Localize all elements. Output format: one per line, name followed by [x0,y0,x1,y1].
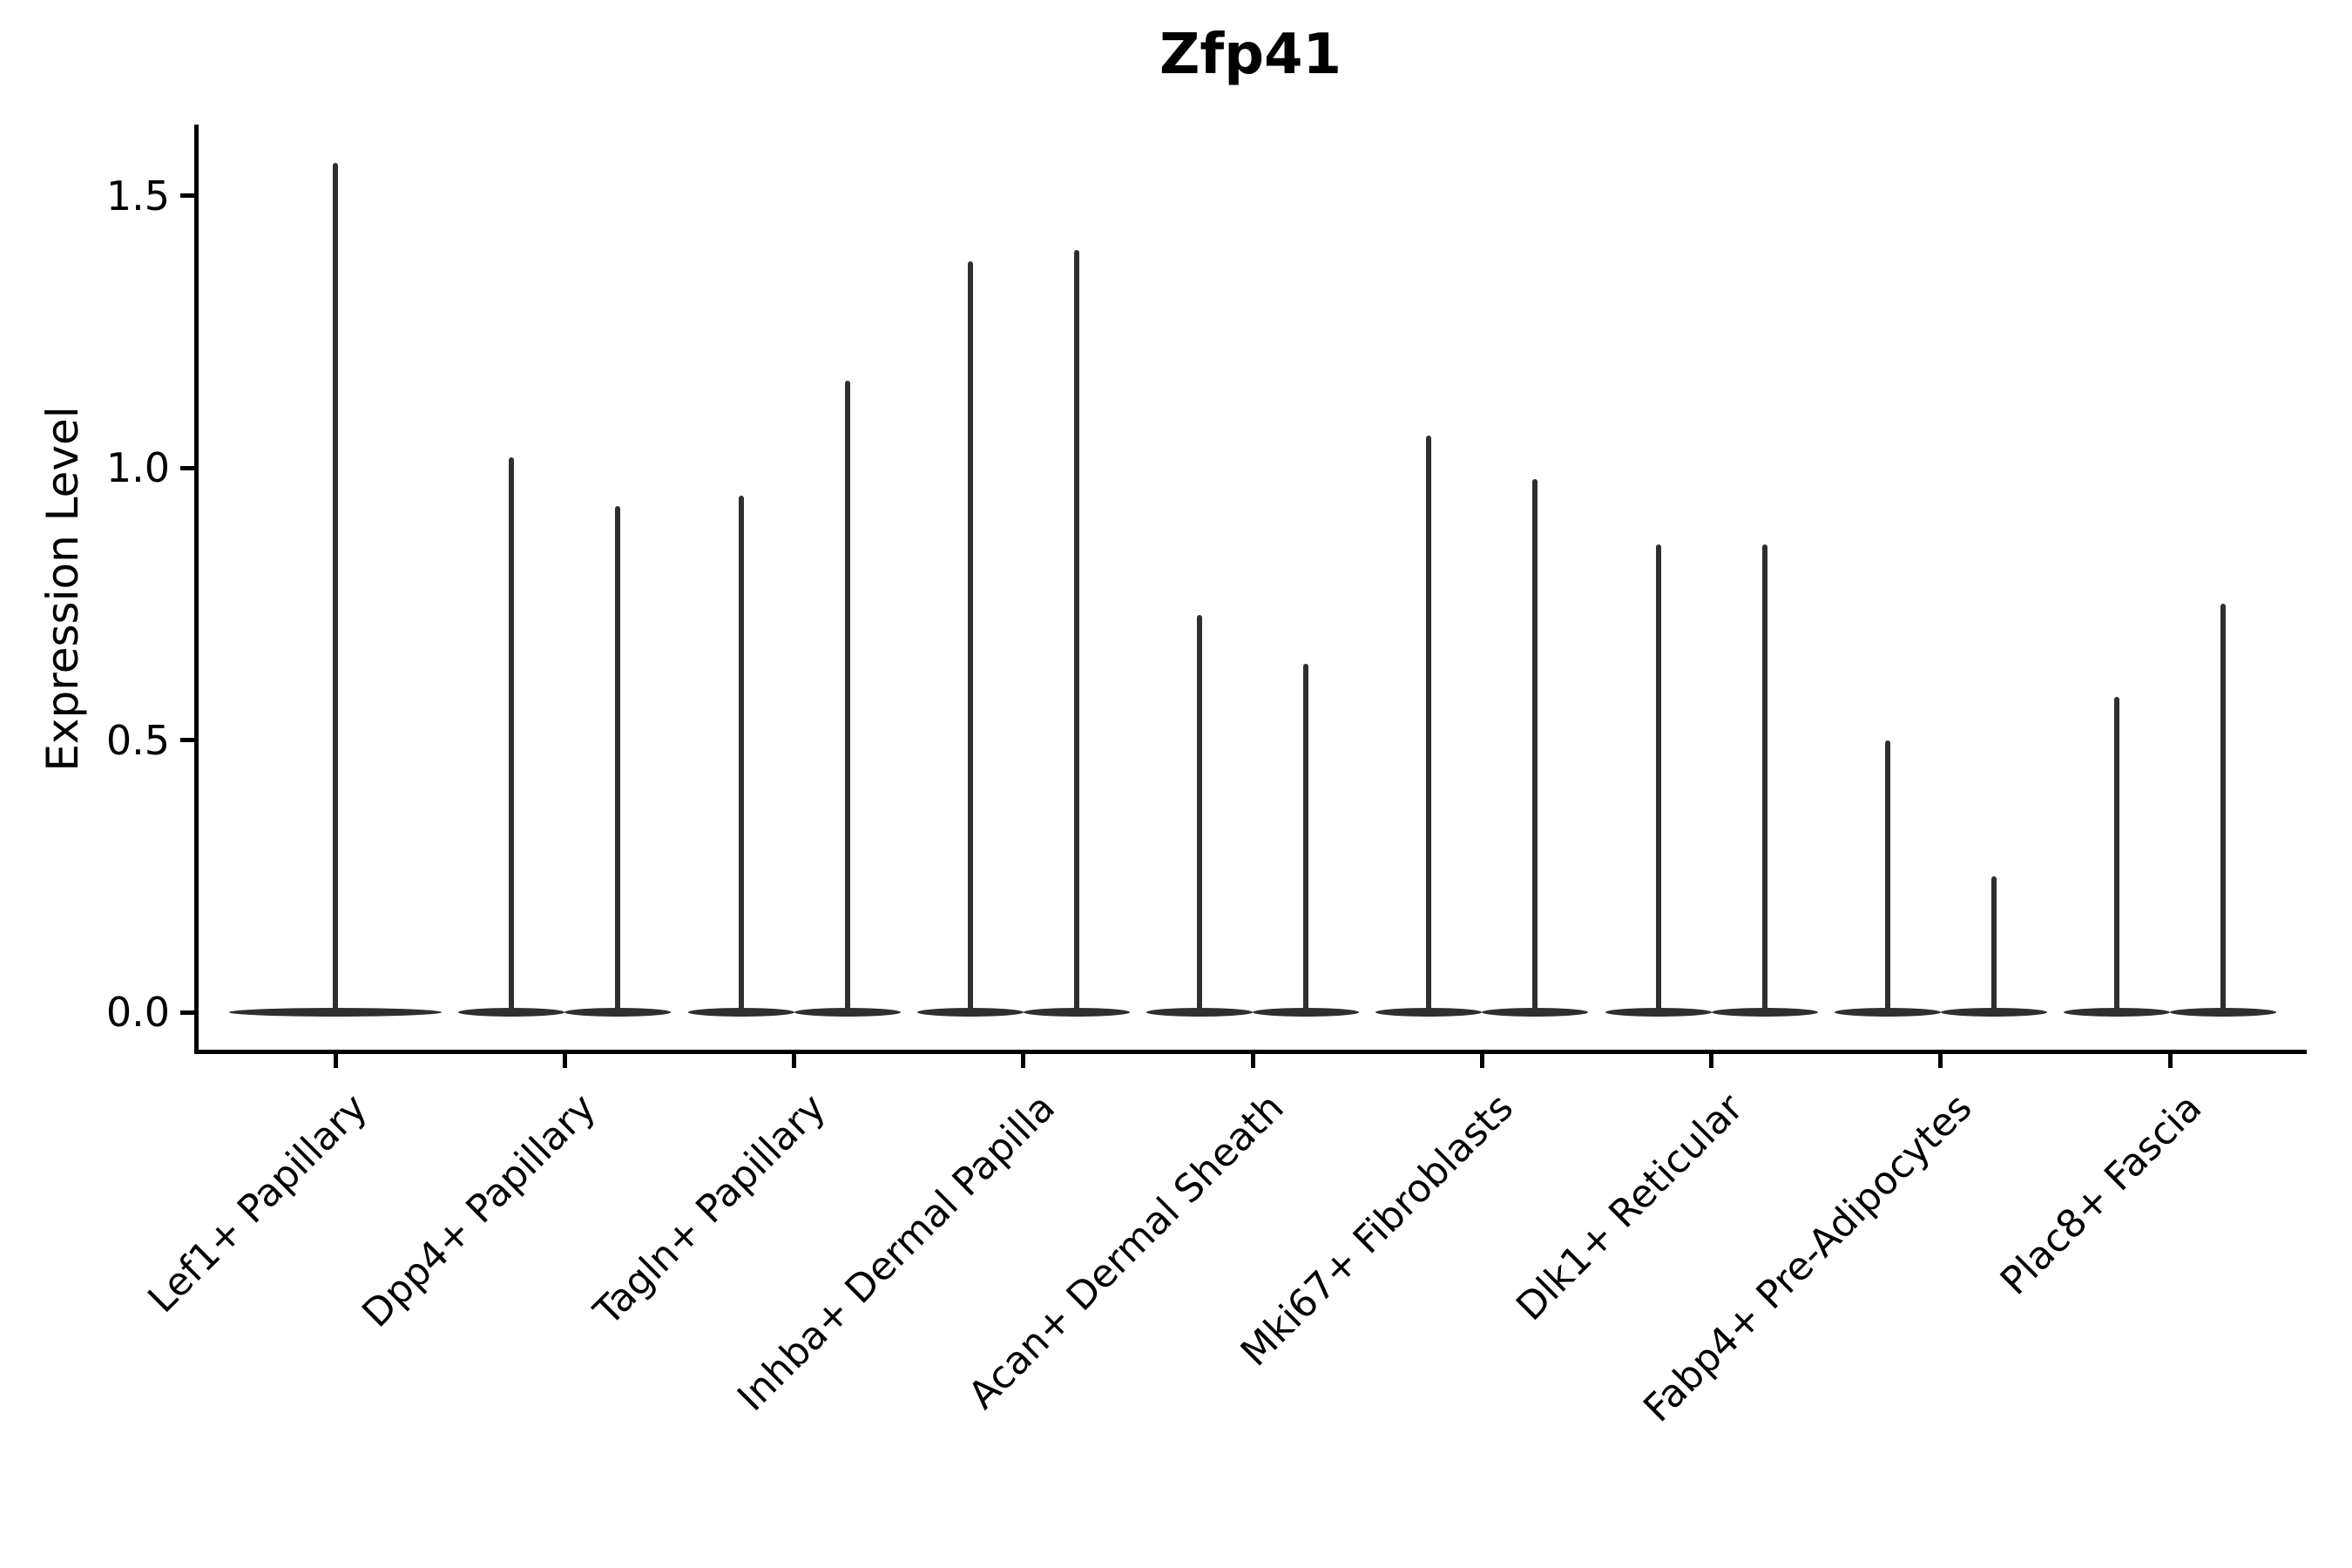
violin-base [1023,1008,1130,1017]
y-tick-label: 1.5 [105,172,170,220]
violin-needle [1655,544,1661,1012]
violin-base [564,1008,672,1017]
violin-base [2064,1008,2170,1017]
x-tick-mark [1479,1054,1484,1068]
violin-needle [1426,435,1432,1012]
violin-base [1834,1008,1941,1017]
violin-base [916,1008,1024,1017]
y-tick-label: 0.5 [105,716,170,764]
violin-base [1253,1008,1359,1017]
x-tick-mark [333,1054,338,1068]
violin-needle [1761,544,1767,1012]
violin-base [1605,1008,1712,1017]
violin-needle [844,381,850,1012]
violin-base [1375,1008,1483,1017]
violin-base [229,1008,442,1017]
plot-area [194,125,2307,1054]
y-tick-mark [180,1010,194,1015]
y-tick-mark [180,738,194,743]
violin-needle [1303,664,1308,1012]
y-tick-mark [180,193,194,199]
violin-needle [2220,604,2226,1012]
violin-base [687,1008,794,1017]
chart-title: Zfp41 [1159,23,1342,87]
y-tick-mark [180,465,194,470]
violin-base [2170,1008,2276,1017]
x-tick-label: Tagln+ Papillary [585,1085,835,1335]
y-tick-label: 0.0 [105,989,170,1036]
x-tick-label: Lef1+ Papillary [139,1085,376,1322]
violin-needle [1990,875,1997,1012]
violin-base [1940,1008,2047,1017]
x-tick-mark [1938,1054,1943,1068]
y-axis-label: Expression Level [37,406,88,772]
violin-needle [1532,478,1538,1012]
y-tick-label: 1.0 [105,444,170,492]
violin-base [1711,1008,1818,1017]
x-tick-mark [1250,1054,1255,1068]
violin-needle [509,456,515,1012]
violin-base [1146,1008,1253,1017]
x-tick-mark [2167,1054,2173,1068]
violin-base [1482,1008,1589,1017]
x-tick-label: Plac8+ Fascia [1991,1085,2211,1304]
x-tick-mark [1709,1054,1713,1068]
violin-needle [333,163,338,1012]
violin-needle [2114,696,2119,1012]
violin-base [458,1008,565,1017]
x-tick-label: Dlk1+ Reticular [1507,1085,1752,1329]
x-tick-mark [1021,1054,1026,1068]
violin-needle [738,495,744,1012]
violin-needle [615,506,621,1012]
violin-needle [1197,614,1202,1012]
violin-base [794,1008,901,1017]
violin-needle [967,260,973,1012]
x-tick-mark [792,1054,796,1068]
violin-needle [1073,250,1079,1012]
violin-needle [1884,740,1890,1012]
x-tick-label: Dpp4+ Papillary [354,1085,605,1336]
x-tick-mark [562,1054,567,1068]
